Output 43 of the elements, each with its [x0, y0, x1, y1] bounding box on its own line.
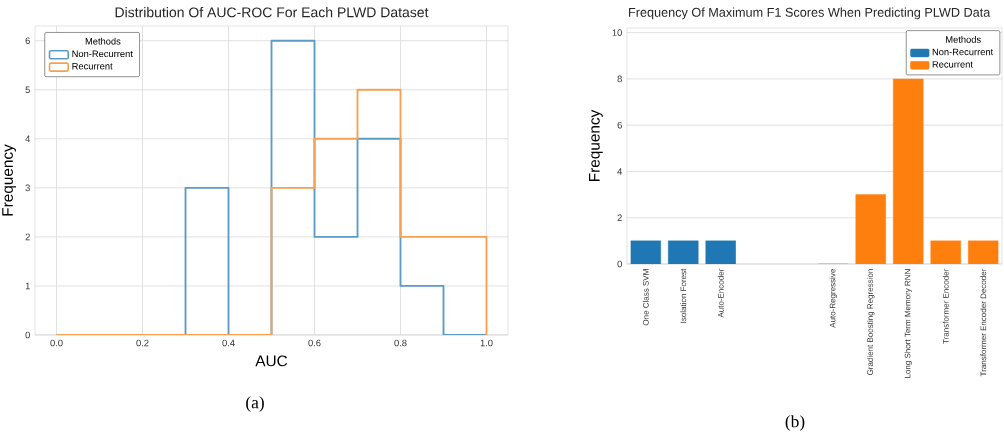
x-tick-label: Isolation Forest — [680, 268, 687, 323]
legend-label: Recurrent — [72, 62, 113, 70]
legend-title: Methods — [946, 35, 981, 43]
x-tick-label: 0.0 — [50, 339, 63, 347]
y-tick-label: 2 — [617, 214, 622, 221]
y-tick-label: 10 — [612, 29, 622, 36]
bar — [630, 240, 661, 264]
y-axis-title: Frequency — [589, 109, 603, 181]
y-tick-label: 6 — [25, 37, 30, 44]
text: (a) — [246, 396, 264, 412]
x-tick-label: 1.0 — [480, 339, 493, 347]
x-tick-label: 0.6 — [308, 339, 321, 347]
x-tick-label: Auto-Encoder — [717, 268, 724, 318]
y-tick-label: 6 — [617, 121, 622, 129]
x-tick-label: Transformer Encoder — [942, 268, 949, 344]
bar — [705, 240, 736, 264]
x-tick-label: Gradient Boosting Regression — [867, 269, 875, 376]
y-tick-label: 5 — [25, 86, 30, 93]
x-tick-label: Transformer Encoder Decoder — [980, 268, 987, 377]
bar — [668, 240, 699, 264]
y-tick-label: 8 — [617, 75, 622, 83]
legend-label: Recurrent — [932, 61, 973, 68]
x-tick-label: 0.8 — [394, 339, 407, 347]
y-tick-label: 1 — [25, 282, 30, 290]
chart-title: Distribution Of AUC-ROC For Each PLWD Dataset — [115, 7, 429, 18]
y-axis-title: Frequency — [2, 144, 16, 216]
y-tick-label: 0 — [617, 260, 622, 268]
text: (b) — [785, 415, 805, 431]
x-tick-label: Auto-Regressive — [829, 269, 837, 328]
legend-label: Non-Recurrent — [932, 48, 994, 56]
x-tick-label: One Class SVM — [642, 269, 649, 326]
x-tick-label: 0.4 — [222, 339, 235, 347]
y-tick-label: 4 — [617, 168, 623, 175]
x-tick-label: Long Short Term Memory RNN — [904, 269, 912, 378]
legend-title: Methods — [85, 37, 121, 45]
y-tick-label: 2 — [25, 233, 30, 241]
x-axis-title: AUC — [255, 355, 288, 367]
legend-label: Non-Recurrent — [72, 50, 133, 58]
y-tick-label: 0 — [25, 331, 30, 339]
x-tick-label: 0.2 — [136, 339, 149, 347]
chart-title: Frequency Of Maximum F1 Scores When Predicting PLWD Data — [629, 7, 991, 20]
y-tick-label: 3 — [25, 184, 30, 192]
y-tick-label: 4 — [25, 135, 31, 143]
